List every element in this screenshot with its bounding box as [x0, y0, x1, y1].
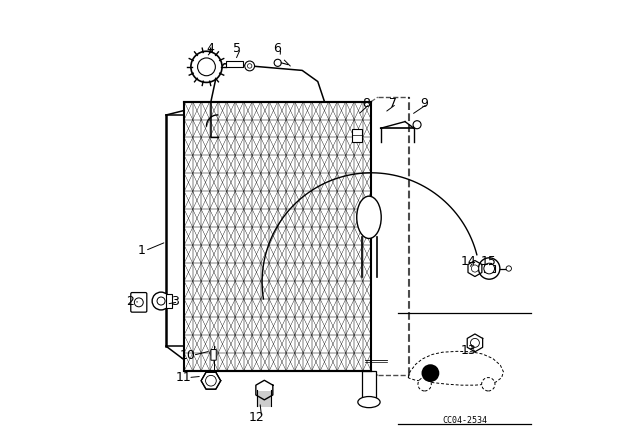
Bar: [184, 102, 371, 371]
Text: CC04-2534: CC04-2534: [442, 416, 487, 425]
Text: 2: 2: [126, 295, 134, 308]
Circle shape: [484, 263, 495, 274]
Ellipse shape: [356, 196, 381, 238]
Circle shape: [470, 338, 479, 347]
Circle shape: [244, 61, 255, 71]
Circle shape: [479, 258, 500, 279]
Bar: [184, 102, 371, 371]
FancyBboxPatch shape: [211, 349, 216, 360]
Bar: [226, 61, 243, 67]
Circle shape: [198, 58, 216, 76]
Circle shape: [506, 266, 511, 271]
Circle shape: [205, 375, 216, 386]
Bar: [184, 102, 371, 371]
Text: 15: 15: [481, 255, 497, 268]
Ellipse shape: [358, 396, 380, 408]
Text: 14: 14: [460, 255, 476, 268]
Text: 12: 12: [249, 411, 264, 424]
Text: 3: 3: [171, 295, 179, 308]
Bar: [352, 129, 362, 142]
Circle shape: [134, 298, 143, 307]
Circle shape: [157, 297, 165, 305]
Text: 5: 5: [233, 42, 241, 55]
FancyBboxPatch shape: [131, 293, 147, 312]
Text: 6: 6: [273, 42, 281, 55]
Circle shape: [248, 64, 252, 68]
Circle shape: [422, 364, 439, 382]
Text: 10: 10: [180, 349, 196, 362]
Bar: [362, 371, 376, 402]
Text: 4: 4: [207, 42, 214, 55]
Text: 11: 11: [175, 371, 191, 384]
Text: 13: 13: [460, 345, 476, 358]
Circle shape: [191, 51, 222, 82]
Circle shape: [482, 378, 495, 391]
Bar: [484, 265, 495, 272]
Text: 7: 7: [389, 97, 397, 110]
Circle shape: [472, 265, 479, 272]
Circle shape: [274, 59, 281, 66]
Text: 1: 1: [138, 244, 145, 257]
Bar: [166, 294, 172, 308]
Circle shape: [413, 121, 421, 129]
Circle shape: [152, 292, 170, 310]
Circle shape: [418, 378, 431, 391]
Text: 8: 8: [362, 97, 371, 110]
Text: 9: 9: [420, 97, 428, 110]
